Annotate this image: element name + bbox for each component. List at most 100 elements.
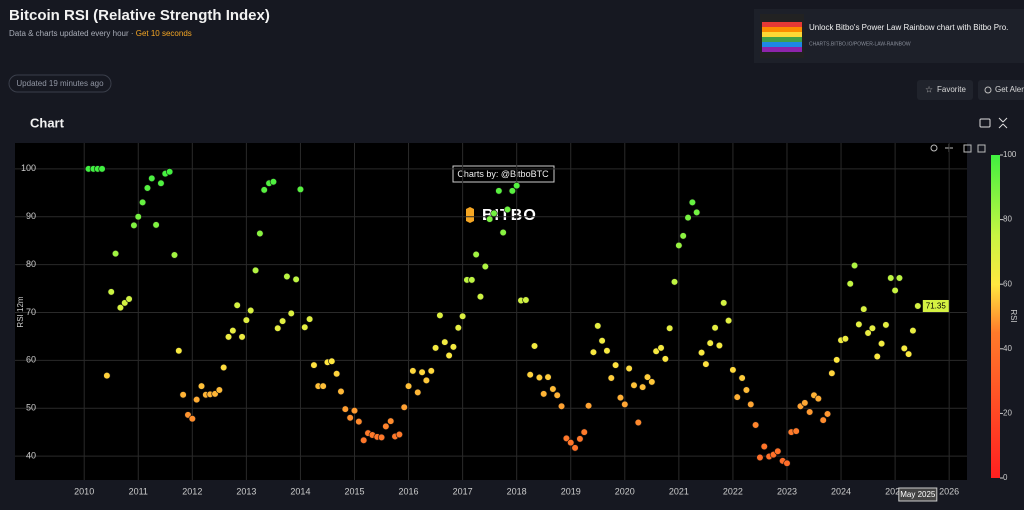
rsi-point xyxy=(251,266,260,274)
rsi-point xyxy=(882,321,890,329)
rsi-point xyxy=(513,182,521,190)
x-tick-label: 2026 xyxy=(939,486,959,496)
rsi-point xyxy=(625,364,633,373)
rsi-point xyxy=(900,344,908,352)
rsi-point xyxy=(404,382,413,390)
promo-url: CHARTS.BITBO.IO/POWER-LAW-RAINBOW xyxy=(809,41,911,47)
rsi-point xyxy=(481,262,489,271)
logo-mark xyxy=(466,207,474,223)
colorbar xyxy=(991,155,1000,478)
rsi-point xyxy=(310,361,318,369)
rsi-point xyxy=(431,344,440,352)
rsi-point xyxy=(540,390,548,398)
rsi-point xyxy=(594,322,602,330)
rsi-point xyxy=(98,165,106,173)
rsi-point xyxy=(409,367,417,375)
x-tick-label: 2016 xyxy=(399,486,419,496)
rsi-point xyxy=(792,427,800,435)
rsi-point xyxy=(427,367,435,375)
plot-area xyxy=(15,143,967,480)
rsi-point xyxy=(855,320,863,329)
rsi-point xyxy=(197,382,206,390)
rsi-point xyxy=(720,299,728,307)
rsi-point xyxy=(495,187,503,195)
section-title: Chart xyxy=(30,115,65,130)
x-tick-label: 2011 xyxy=(129,486,148,496)
rsi-point xyxy=(229,327,237,335)
rsi-point xyxy=(260,186,268,194)
alerts-button[interactable] xyxy=(978,80,1024,100)
rsi-point xyxy=(490,209,498,217)
rsi-point xyxy=(436,311,444,319)
rsi-point xyxy=(130,221,138,229)
rsi-point xyxy=(274,324,282,332)
subtitle: Data & charts updated every hour · Get 1… xyxy=(9,29,192,38)
rsi-point xyxy=(652,347,660,355)
rsi-point xyxy=(850,261,859,270)
promo-text[interactable]: Unlock Bitbo's Power Law Rainbow chart w… xyxy=(809,23,1008,32)
rsi-point xyxy=(549,385,557,393)
rsi-point xyxy=(675,241,683,250)
rsi-point xyxy=(666,324,674,332)
rsi-point xyxy=(535,373,543,382)
favorite-button[interactable] xyxy=(917,80,973,100)
rsi-point xyxy=(346,414,354,422)
rsi-point xyxy=(301,323,309,331)
rsi-point xyxy=(193,395,201,404)
rsi-point xyxy=(657,344,665,352)
subtitle-text: Data & charts updated every hour · xyxy=(9,29,136,38)
rsi-point xyxy=(580,428,588,436)
rsi-point xyxy=(702,360,710,368)
rsi-point xyxy=(738,374,746,382)
star-icon: ☆ xyxy=(925,84,933,94)
rsi-point xyxy=(562,434,571,442)
rsi-point xyxy=(589,348,598,356)
rsi-point xyxy=(256,229,264,238)
x-tick-label: 2020 xyxy=(615,486,635,496)
rsi-point xyxy=(711,324,719,332)
rsi-point xyxy=(806,408,814,416)
colorbar-tick-label: 20 xyxy=(1003,409,1012,418)
rsi-point xyxy=(400,403,408,411)
rsi-point xyxy=(486,215,494,223)
rsi-point xyxy=(247,306,255,315)
rsi-point xyxy=(503,205,512,214)
rsi-point xyxy=(526,371,534,379)
expand-icon[interactable] xyxy=(998,117,1008,129)
camera-icon[interactable] xyxy=(979,118,991,128)
rsi-point xyxy=(783,459,791,467)
credit-box xyxy=(452,165,555,183)
rsi-point xyxy=(873,352,881,361)
rsi-point xyxy=(522,296,530,304)
credit: Charts by: @BitboBTC xyxy=(457,169,549,179)
rsi-point xyxy=(296,185,305,194)
rsi-point xyxy=(747,400,755,408)
rsi-point xyxy=(333,370,341,378)
y-tick-label: 100 xyxy=(21,163,36,173)
rsi-point xyxy=(148,174,156,183)
rsi-point xyxy=(143,184,152,192)
rsi-point xyxy=(819,416,827,424)
rsi-point xyxy=(337,387,345,396)
rainbow xyxy=(762,22,802,52)
x-tick-label: 2025 xyxy=(885,486,905,496)
alerts-label[interactable]: Get Alerts xyxy=(995,85,1024,94)
rsi-point xyxy=(220,363,228,372)
rsi-point xyxy=(742,386,751,394)
rsi-point xyxy=(175,347,183,355)
rsi-point xyxy=(418,368,426,376)
rsi-point xyxy=(215,386,223,394)
rsi-point xyxy=(557,402,566,410)
rsi-point xyxy=(530,342,539,350)
rsi-point xyxy=(360,436,368,444)
rsi-point xyxy=(116,304,125,312)
rsi-point xyxy=(584,402,593,410)
rsi-point xyxy=(278,317,287,325)
favorite-label[interactable]: Favorite xyxy=(937,85,966,94)
rsi-point xyxy=(319,382,327,390)
rsi-point xyxy=(553,391,561,399)
subtitle-link[interactable]: Get 10 seconds xyxy=(136,29,192,38)
rsi-point xyxy=(576,435,584,443)
rsi-point xyxy=(134,213,142,221)
